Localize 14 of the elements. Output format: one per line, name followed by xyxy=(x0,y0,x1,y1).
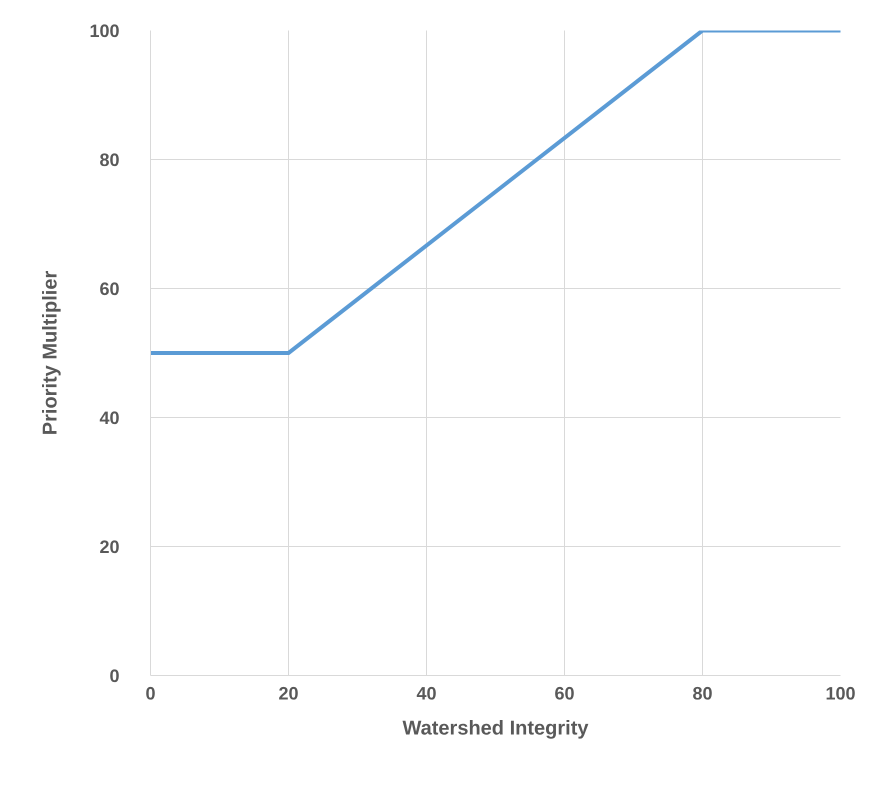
x-tick-label: 80 xyxy=(692,684,713,704)
x-tick-label: 40 xyxy=(416,684,437,704)
y-tick-label: 60 xyxy=(99,279,120,299)
y-tick-label: 80 xyxy=(99,150,120,170)
x-tick-label: 100 xyxy=(825,684,856,704)
y-tick-label: 0 xyxy=(109,666,120,686)
y-tick-label: 20 xyxy=(99,537,120,557)
x-tick-label: 20 xyxy=(278,684,299,704)
y-tick-label: 100 xyxy=(89,21,120,41)
x-tick-label: 0 xyxy=(145,684,156,704)
y-tick-label: 40 xyxy=(99,408,120,428)
x-tick-label: 60 xyxy=(554,684,575,704)
x-axis-title: Watershed Integrity xyxy=(402,718,590,740)
y-axis-title: Priority Multiplier xyxy=(39,270,62,436)
